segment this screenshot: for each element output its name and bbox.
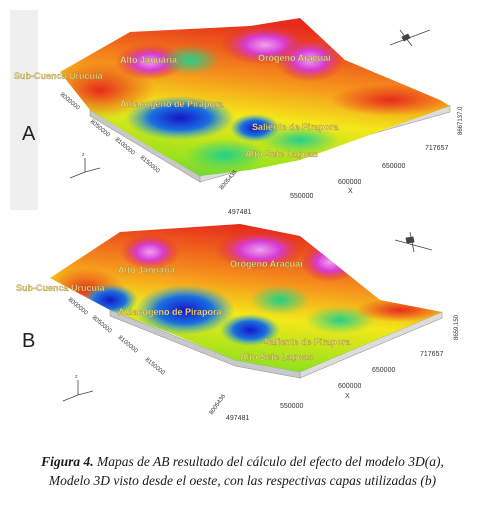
- panel-a-side-strip: [10, 10, 38, 210]
- x-tick: 600000: [338, 179, 361, 186]
- panel-a: A Alto Januária Orógeno Araçuaí Sub-Cuen…: [10, 10, 464, 216]
- y-tick: 8050000: [91, 315, 113, 335]
- panel-a-letter: A: [22, 123, 36, 145]
- figure-canvas: A Alto Januária Orógeno Araçuaí Sub-Cuen…: [10, 10, 464, 422]
- x-tick: 650000: [382, 163, 405, 170]
- y-tick: 8100000: [117, 335, 139, 355]
- x-axis-label: X: [345, 393, 350, 400]
- label-alto-januaria: Alto Januária: [118, 265, 176, 275]
- label-orogeno-aracuai: Orógeno Araçuaí: [230, 259, 303, 269]
- panel-b-north-arrow-icon: [394, 231, 433, 253]
- panel-a-axes-triad: z: [69, 152, 101, 179]
- svg-text:z: z: [75, 374, 78, 380]
- label-alto-sete-lagoas: Alto Sete Lagoas: [245, 149, 318, 159]
- y-tick: 8000000: [59, 92, 81, 112]
- caption-text: Mapas de AB resultado del cálculo del ef…: [48, 454, 444, 488]
- x-tick: 497481: [228, 209, 251, 216]
- label-saliente-pirapora: Saliente de Pirapora: [252, 122, 340, 132]
- panel-a-north-arrow-icon: [389, 29, 431, 47]
- label-sub-cuenca-urucuia: Sub-Cuenca Urucuia: [14, 71, 104, 81]
- y-right-tick: 8667137.0: [458, 106, 464, 135]
- label-aulacogeno-pirapora: Aulacogeno de Pirapora: [120, 99, 225, 109]
- label-orogeno-aracuai: Orógeno Araçuaí: [258, 53, 331, 63]
- x-tick: 497481: [226, 415, 249, 422]
- label-aulacogeno-pirapora: Aulacogeno de Pirapora: [118, 307, 223, 317]
- label-alto-sete-lagoas: Alto Sete Lagoas: [240, 352, 313, 362]
- x-tick: 717657: [420, 351, 443, 358]
- figure: A Alto Januária Orógeno Araçuaí Sub-Cuen…: [10, 10, 464, 422]
- y-tick: 8150000: [144, 357, 166, 377]
- y-tick: 8000000: [67, 297, 89, 317]
- x-tick: 550000: [290, 193, 313, 200]
- panel-a-region-labels: Alto Januária Orógeno Araçuaí Sub-Cuenca…: [14, 53, 340, 159]
- y-tick: 8150000: [139, 155, 161, 175]
- x-tick: 600000: [338, 383, 361, 390]
- svg-text:z: z: [82, 152, 85, 158]
- label-saliente-pirapora: Saliente de Pirapora: [264, 337, 352, 347]
- x-tick: 550000: [280, 403, 303, 410]
- figure-caption: Figura 4. Mapas de AB resultado del cálc…: [20, 452, 465, 490]
- x-axis-label: X: [348, 188, 353, 195]
- x-tick: 717657: [425, 145, 448, 152]
- label-sub-cuenca-urucuia: Sub-Cuenca Urucuia: [16, 283, 106, 293]
- panel-b-axes-triad: z: [62, 374, 94, 402]
- label-alto-januaria: Alto Januária: [120, 55, 178, 65]
- y-right-tick: 8659.150: [454, 314, 460, 340]
- corner-tick: 8005436: [209, 393, 228, 416]
- x-tick: 650000: [372, 367, 395, 374]
- panel-b: B Alto Januária Orógeno Araçuaí Sub-Cuen…: [16, 224, 460, 422]
- panel-b-letter: B: [22, 330, 35, 352]
- caption-figure-label: Figura 4.: [41, 454, 94, 469]
- panel-b-region-labels: Alto Januária Orógeno Araçuaí Sub-Cuenca…: [16, 259, 352, 362]
